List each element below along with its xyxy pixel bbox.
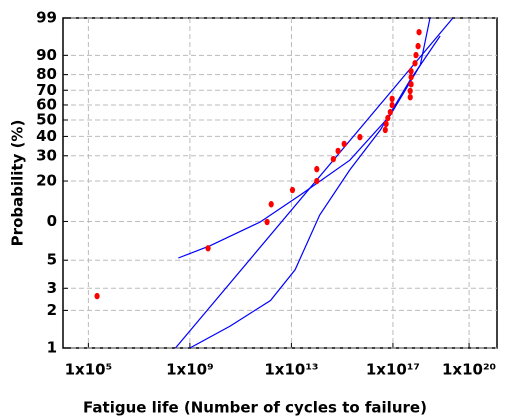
y-tick-label: 2	[47, 301, 57, 319]
fit-line	[178, 18, 431, 259]
data-point	[408, 81, 414, 88]
x-tick-label: 1x10⁹	[166, 361, 214, 379]
y-tick-label: 50	[36, 110, 57, 128]
data-point	[387, 108, 393, 116]
data-point	[335, 147, 341, 155]
data-point	[314, 165, 320, 173]
fit-line	[189, 35, 441, 348]
y-tick-label: 5	[47, 251, 57, 269]
data-point	[314, 177, 320, 185]
data-point	[205, 245, 211, 252]
y-axis-label: Probability (%)	[9, 120, 27, 247]
data-point	[289, 186, 296, 194]
data-point	[341, 140, 347, 148]
data-point	[382, 126, 388, 134]
data-point	[408, 73, 414, 81]
data-point	[94, 292, 100, 300]
x-tick-label: 1x10²⁰	[442, 361, 496, 379]
y-tick-label: 60	[36, 95, 57, 113]
data-point	[407, 87, 413, 95]
data-point	[412, 60, 418, 67]
data-point	[389, 101, 395, 109]
data-point	[383, 120, 389, 128]
y-tick-label: 0	[47, 212, 57, 230]
data-point	[330, 155, 336, 163]
data-point	[357, 133, 363, 141]
y-tick-label: 80	[36, 65, 57, 83]
x-axis-label: Fatigue life (Number of cycles to failur…	[83, 399, 427, 417]
x-tick-label: 1x10⁵	[65, 361, 113, 379]
data-point	[389, 95, 395, 103]
y-tick-label: 30	[36, 146, 57, 164]
data-point	[415, 42, 421, 50]
x-tick-label: 1x10¹³	[264, 361, 318, 379]
fit-line	[175, 18, 454, 348]
plot-frame	[62, 17, 498, 349]
data-point	[385, 114, 391, 122]
y-tick-label: 20	[36, 172, 57, 190]
data-point	[416, 28, 422, 36]
y-tick-label: 90	[36, 46, 57, 64]
y-tick-label: 70	[36, 81, 57, 99]
x-tick-label: 1x10¹⁷	[366, 361, 420, 379]
data-point	[407, 93, 413, 101]
data-point	[268, 201, 274, 208]
y-tick-label: 99	[36, 9, 57, 27]
data-point	[413, 51, 419, 59]
data-point	[408, 68, 414, 75]
y-tick-label: 3	[47, 279, 57, 297]
y-tick-label: 40	[36, 127, 57, 145]
data-point	[264, 218, 270, 226]
y-tick-label: 1	[47, 339, 57, 357]
